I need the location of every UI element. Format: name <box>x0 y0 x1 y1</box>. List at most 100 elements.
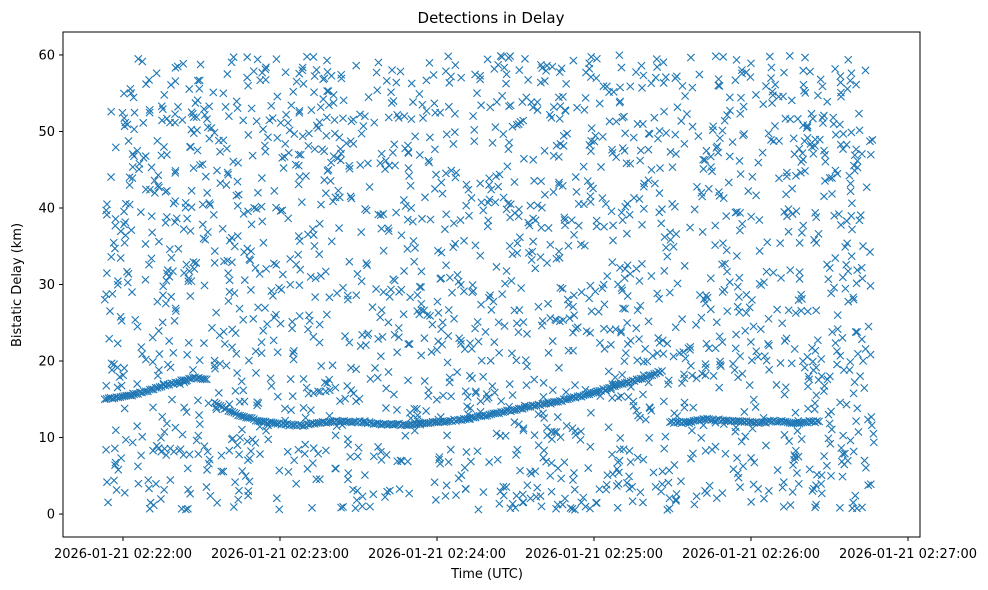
clutter-point <box>659 397 668 406</box>
clutter-point <box>133 322 142 331</box>
clutter-point <box>244 81 253 90</box>
clutter-point <box>297 198 306 207</box>
clutter-point <box>321 446 330 455</box>
clutter-point <box>860 384 869 392</box>
clutter-point <box>413 411 422 420</box>
clutter-point <box>623 261 632 270</box>
clutter-point <box>223 256 232 265</box>
clutter-point <box>302 52 311 61</box>
clutter-point <box>769 137 778 146</box>
clutter-point <box>838 273 847 282</box>
clutter-point <box>106 307 114 316</box>
clutter-point <box>656 164 665 173</box>
clutter-point <box>262 426 271 435</box>
clutter-point <box>233 231 242 240</box>
clutter-point <box>171 304 180 313</box>
clutter-point <box>244 356 253 365</box>
clutter-point <box>299 79 308 88</box>
clutter-point <box>655 208 664 217</box>
clutter-point <box>210 356 219 365</box>
clutter-point <box>393 457 402 466</box>
clutter-point <box>844 55 853 64</box>
clutter-point <box>113 383 122 392</box>
clutter-point <box>142 80 151 89</box>
y-tick-label: 60 <box>38 48 55 63</box>
clutter-point <box>486 356 495 365</box>
clutter-point <box>823 260 832 269</box>
clutter-point <box>827 189 836 198</box>
clutter-point <box>761 82 770 91</box>
clutter-point <box>586 73 595 82</box>
clutter-point <box>453 270 462 279</box>
clutter-point <box>715 383 724 392</box>
clutter-point <box>709 122 718 131</box>
clutter-point <box>750 458 759 467</box>
clutter-point <box>341 332 350 341</box>
clutter-point <box>430 478 439 487</box>
clutter-point <box>547 435 556 444</box>
clutter-point <box>839 129 848 138</box>
clutter-point <box>369 452 378 461</box>
clutter-point <box>410 257 419 266</box>
clutter-point <box>847 128 856 137</box>
clutter-point <box>783 212 791 221</box>
clutter-point <box>839 431 848 440</box>
clutter-point <box>338 114 347 123</box>
clutter-point <box>546 471 555 480</box>
clutter-point <box>212 308 221 317</box>
clutter-point <box>124 137 133 145</box>
clutter-point <box>247 247 256 256</box>
clutter-point <box>733 282 742 291</box>
clutter-point <box>462 448 471 457</box>
clutter-point <box>462 180 471 189</box>
clutter-point <box>317 200 325 209</box>
clutter-point <box>387 88 396 97</box>
clutter-point <box>672 489 681 498</box>
clutter-point <box>801 88 810 97</box>
clutter-point <box>804 372 813 381</box>
clutter-point <box>626 269 635 278</box>
clutter-point <box>313 387 322 396</box>
track-point <box>320 418 329 427</box>
clutter-point <box>500 63 509 72</box>
clutter-point <box>358 502 367 511</box>
clutter-point <box>618 304 627 313</box>
clutter-point <box>224 297 233 306</box>
clutter-point <box>465 211 473 220</box>
clutter-point <box>786 115 795 124</box>
clutter-point <box>365 182 374 191</box>
clutter-point <box>273 348 282 357</box>
clutter-point <box>159 142 168 151</box>
clutter-point <box>422 106 431 115</box>
clutter-point <box>257 174 266 183</box>
clutter-point <box>217 467 226 476</box>
clutter-point <box>826 439 835 448</box>
clutter-point <box>126 84 135 93</box>
clutter-point <box>320 74 329 83</box>
clutter-point <box>558 500 567 509</box>
clutter-point <box>216 179 225 188</box>
clutter-point <box>711 221 720 230</box>
clutter-point <box>806 67 815 76</box>
clutter-point <box>420 377 429 386</box>
clutter-point <box>510 178 519 187</box>
clutter-point <box>420 334 429 343</box>
clutter-point <box>118 108 127 117</box>
clutter-point <box>424 386 433 395</box>
clutter-point <box>417 351 426 360</box>
clutter-point <box>820 176 829 185</box>
clutter-point <box>572 187 581 196</box>
clutter-point <box>381 492 390 501</box>
clutter-point <box>294 150 303 159</box>
clutter-point <box>392 208 401 217</box>
clutter-point <box>639 455 648 464</box>
clutter-point <box>513 239 522 248</box>
clutter-point <box>426 215 435 224</box>
clutter-point <box>829 113 838 122</box>
clutter-point <box>768 99 777 108</box>
clutter-point <box>444 306 453 314</box>
clutter-point <box>847 211 856 220</box>
clutter-point <box>736 352 745 361</box>
clutter-point <box>751 402 760 411</box>
clutter-point <box>248 151 257 160</box>
